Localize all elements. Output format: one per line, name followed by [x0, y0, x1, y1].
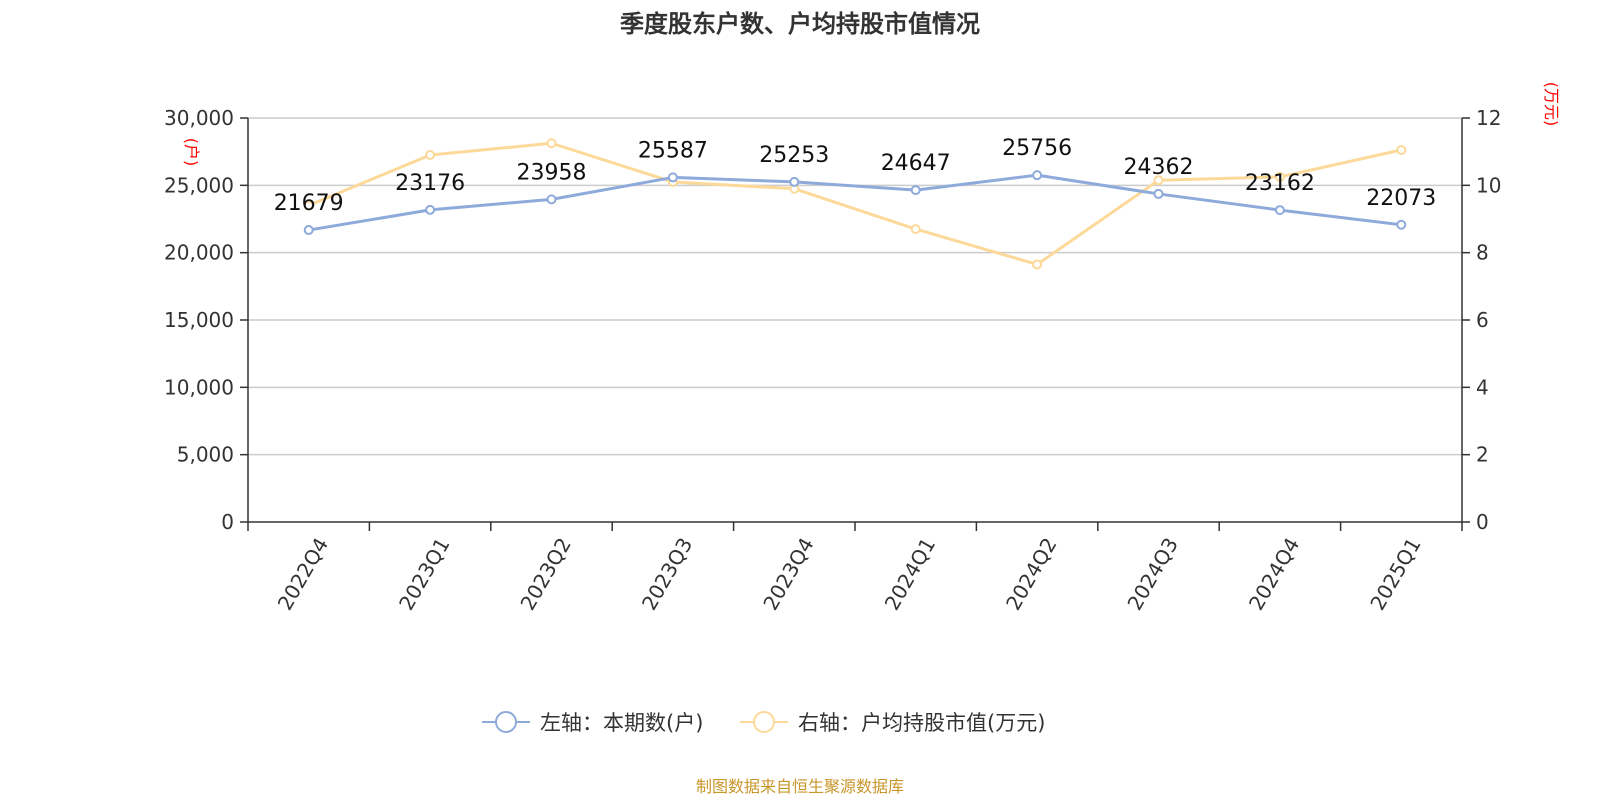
data-point-avg-value[interactable]: [425, 150, 436, 161]
data-point-avg-value[interactable]: [546, 138, 557, 149]
right-tick-label: 12: [1476, 106, 1501, 130]
left-tick-label: 25,000: [164, 173, 234, 197]
x-tick-label: 2023Q1: [394, 534, 454, 615]
x-tick-label: 2024Q2: [1001, 534, 1061, 615]
left-tick-label: 0: [221, 510, 234, 534]
left-tick-label: 15,000: [164, 308, 234, 332]
x-tick-label: 2025Q1: [1365, 534, 1425, 615]
right-tick-label: 8: [1476, 241, 1489, 265]
data-label: 25587: [638, 138, 708, 163]
data-point-avg-value[interactable]: [1032, 259, 1043, 270]
data-label: 25756: [1002, 136, 1072, 161]
data-label: 23176: [395, 171, 465, 196]
data-label: 22073: [1366, 186, 1436, 211]
data-point-holders[interactable]: [667, 172, 678, 183]
legend-item[interactable]: 左轴：本期数(户): [482, 711, 703, 735]
series-line-avg-value: [308, 141, 1402, 266]
left-axis-unit: (户): [182, 138, 201, 167]
right-tick-label: 2: [1476, 443, 1489, 467]
source-note: 制图数据来自恒生聚源数据库: [696, 777, 904, 796]
data-point-holders[interactable]: [910, 185, 921, 196]
data-point-avg-value[interactable]: [910, 224, 921, 235]
x-tick-label: 2024Q4: [1244, 534, 1304, 615]
x-tick-label: 2024Q1: [880, 534, 940, 615]
right-tick-label: 10: [1476, 173, 1501, 197]
x-tick-label: 2024Q3: [1122, 534, 1182, 615]
x-tick-label: 2023Q2: [515, 534, 575, 615]
data-point-avg-value[interactable]: [1396, 144, 1407, 155]
chart-title: 季度股东户数、户均持股市值情况: [620, 10, 980, 38]
legend-label: 右轴：户均持股市值(万元): [798, 711, 1045, 735]
right-tick-label: 0: [1476, 510, 1489, 534]
data-label: 23162: [1245, 171, 1315, 196]
right-tick-label: 6: [1476, 308, 1489, 332]
data-point-holders[interactable]: [1032, 170, 1043, 181]
data-point-holders[interactable]: [546, 194, 557, 205]
data-point-holders[interactable]: [1396, 219, 1407, 230]
legend[interactable]: 左轴：本期数(户) 右轴：户均持股市值(万元): [482, 711, 1045, 735]
series-line-holders: [308, 173, 1402, 232]
data-point-holders[interactable]: [303, 225, 314, 236]
left-tick-label: 5,000: [177, 443, 234, 467]
grid: [248, 117, 1462, 456]
left-tick-label: 30,000: [164, 106, 234, 130]
data-point-holders[interactable]: [789, 176, 800, 187]
data-point-holders[interactable]: [425, 204, 436, 215]
data-label: 25253: [759, 143, 829, 168]
data-labels: 21679 23176 23958 25587 25253 24647 25756 24362…: [274, 136, 1437, 216]
data-point-avg-value[interactable]: [1153, 175, 1164, 186]
legend-item[interactable]: 右轴：户均持股市值(万元): [740, 711, 1045, 735]
data-point-holders[interactable]: [1274, 205, 1285, 216]
left-tick-label: 10,000: [164, 375, 234, 399]
legend-swatch-marker: [753, 711, 775, 733]
legend-swatch-marker: [495, 711, 517, 733]
x-tick-label: 2023Q3: [637, 534, 697, 615]
left-tick-label: 20,000: [164, 241, 234, 265]
legend-label: 左轴：本期数(户): [540, 711, 703, 735]
x-tick-label: 2023Q4: [758, 534, 818, 615]
data-label: 23958: [517, 160, 587, 185]
series-layer: [303, 138, 1407, 270]
data-label: 24362: [1124, 155, 1194, 180]
right-tick-label: 4: [1476, 375, 1489, 399]
data-point-avg-value[interactable]: [303, 200, 314, 211]
data-point-avg-value[interactable]: [1274, 171, 1285, 182]
data-label: 21679: [274, 191, 344, 216]
x-tick-label: 2022Q4: [273, 534, 333, 615]
data-label: 24647: [881, 151, 951, 176]
data-point-holders[interactable]: [1153, 188, 1164, 199]
right-axis-unit: (万元): [1542, 82, 1561, 127]
